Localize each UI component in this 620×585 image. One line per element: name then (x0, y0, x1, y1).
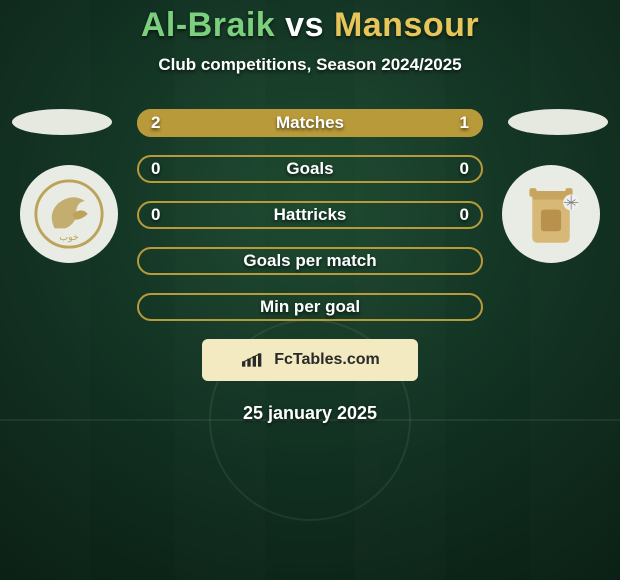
stat-row: Min per goal (137, 293, 483, 321)
stat-label: Goals per match (137, 251, 483, 271)
stat-value-right: 1 (460, 113, 469, 133)
stat-label: Hattricks (137, 205, 483, 225)
content: Al-Braik vs Mansour Club competitions, S… (0, 0, 620, 580)
stat-label: Matches (137, 113, 483, 133)
stat-row: Matches2 1 (137, 109, 483, 137)
stat-row: Hattricks0 0 (137, 201, 483, 229)
stat-label: Min per goal (137, 297, 483, 317)
stat-row: Goals per match (137, 247, 483, 275)
brand-text: FcTables.com (274, 351, 380, 369)
player-ellipse-left (12, 109, 112, 135)
stat-value-right: 0 (460, 159, 469, 179)
page-title: Al-Braik vs Mansour (141, 6, 479, 45)
player-ellipse-right (508, 109, 608, 135)
brand-bars-icon (240, 352, 268, 368)
stat-value-left: 2 (151, 113, 160, 133)
title-right: Mansour (334, 6, 479, 44)
crest-right-icon (515, 178, 587, 250)
crest-left-icon: خوب (33, 178, 105, 250)
stat-value-right: 0 (460, 205, 469, 225)
title-vs: vs (285, 6, 324, 44)
stat-row: Goals0 0 (137, 155, 483, 183)
rows-container: Matches21Goals00Hattricks00Goals per mat… (137, 109, 483, 321)
club-crest-right (502, 165, 600, 263)
svg-text:خوب: خوب (59, 233, 78, 243)
subtitle: Club competitions, Season 2024/2025 (158, 55, 461, 75)
brand-box[interactable]: FcTables.com (202, 339, 418, 381)
club-crest-left: خوب (20, 165, 118, 263)
title-left: Al-Braik (141, 6, 275, 44)
stat-value-left: 0 (151, 159, 160, 179)
stat-value-left: 0 (151, 205, 160, 225)
rows-area: خوب Matches21Goals00Hattricks00Goals per… (0, 109, 620, 321)
date-text: 25 january 2025 (243, 403, 377, 424)
stat-label: Goals (137, 159, 483, 179)
